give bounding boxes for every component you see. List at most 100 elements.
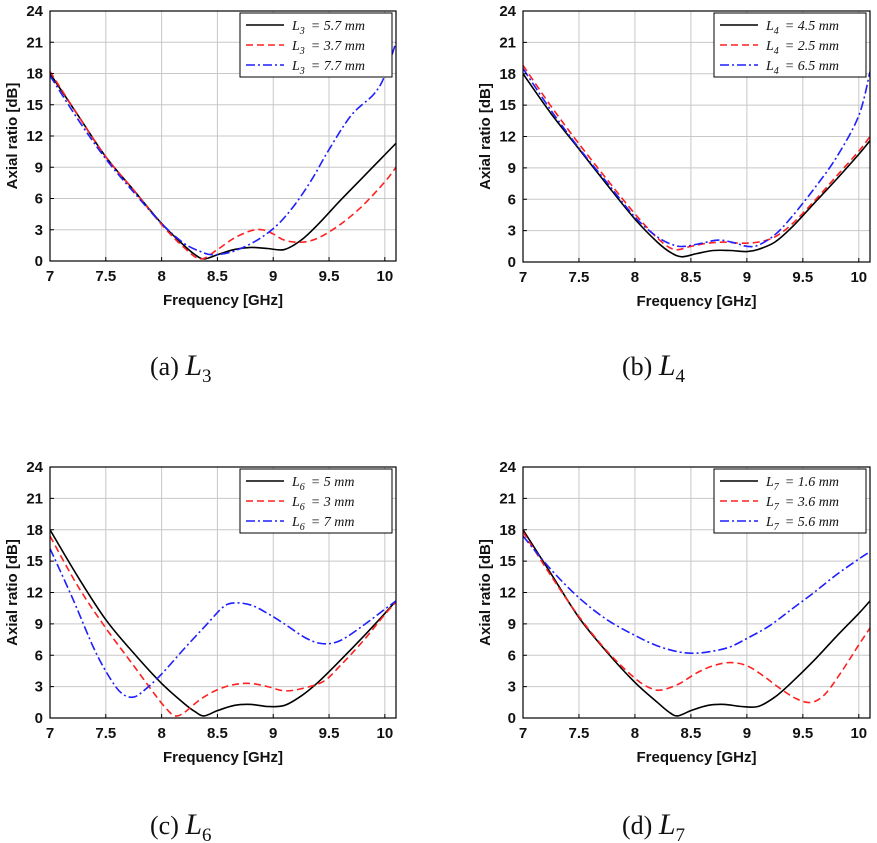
y-tick-label: 0: [35, 710, 43, 727]
x-tick-label: 10: [850, 269, 867, 286]
x-tick-label: 10: [376, 268, 393, 285]
chart-panel-3: 7 7.5 8 8.5 9 9.5 10 0 3 6 9 12 15 18 21 24 Frequency [G…: [4, 459, 397, 843]
series-line-2: [50, 535, 396, 717]
x-tick-label: 10: [376, 725, 393, 742]
y-tick-label: 3: [508, 679, 516, 696]
x-axis-label: Frequency [GHz]: [163, 749, 283, 766]
x-tick-label: 9: [743, 725, 751, 742]
legend: L4 = 4.5 mm L4 = 2.5 mm L4 = 6.5 mm: [713, 12, 867, 78]
legend: L7 = 1.6 mm L7 = 3.6 mm L7 = 5.6 mm: [713, 468, 867, 534]
y-tick-label: 15: [26, 553, 43, 570]
legend-entry-3: L4 = 6.5 mm: [765, 59, 839, 77]
y-tick-label: 18: [26, 66, 43, 83]
x-tick-label: 7: [46, 268, 54, 285]
y-tick-label: 21: [499, 34, 516, 51]
x-tick-label: 7.5: [95, 268, 116, 285]
series-line-2: [523, 531, 870, 704]
y-tick-label: 9: [35, 159, 43, 176]
x-tick-label: 7.5: [569, 269, 590, 286]
x-tick-label: 8: [157, 268, 165, 285]
series-line-2: [50, 70, 396, 260]
y-tick-label: 9: [508, 616, 516, 633]
x-tick-label: 9: [743, 269, 751, 286]
series-group: [50, 529, 396, 717]
legend-entry-2: L7 = 3.6 mm: [765, 495, 839, 513]
legend-entry-3: L3 = 7.7 mm: [291, 59, 365, 77]
panel-caption: (b) L4: [622, 349, 686, 387]
y-tick-label: 24: [499, 3, 516, 20]
x-tick-label: 9.5: [792, 725, 813, 742]
series-line-3: [50, 548, 396, 699]
x-tick-label: 7.5: [95, 725, 116, 742]
x-tick-label: 8: [631, 269, 639, 286]
y-axis-label: Axial ratio [dB]: [477, 539, 494, 646]
y-tick-label: 9: [35, 616, 43, 633]
y-axis-label: Axial ratio [dB]: [4, 83, 21, 190]
x-tick-label: 9.5: [319, 268, 340, 285]
panel-caption: (a) L3: [150, 349, 212, 387]
y-tick-label: 0: [508, 710, 516, 727]
legend: L3 = 5.7 mm L3 = 3.7 mm L3 = 7.7 mm: [239, 12, 393, 78]
y-tick-label: 0: [508, 254, 516, 271]
legend-entry-3: L7 = 5.6 mm: [765, 515, 839, 533]
x-tick-label: 9: [269, 725, 277, 742]
y-tick-label: 6: [35, 647, 43, 664]
legend-entry-2: L4 = 2.5 mm: [765, 39, 839, 57]
x-tick-label: 7: [46, 725, 54, 742]
x-tick-label: 10: [850, 725, 867, 742]
legend-entry-1: L3 = 5.7 mm: [291, 19, 365, 37]
y-tick-label: 15: [26, 97, 43, 114]
y-tick-label: 3: [35, 679, 43, 696]
y-tick-label: 6: [508, 647, 516, 664]
y-tick-label: 3: [35, 222, 43, 239]
legend-entry-3: L6 = 7 mm: [291, 515, 354, 533]
y-tick-label: 21: [499, 490, 516, 507]
x-tick-label: 8.5: [207, 725, 228, 742]
x-axis-label: Frequency [GHz]: [636, 749, 756, 766]
y-tick-label: 12: [26, 585, 43, 602]
legend-entry-1: L7 = 1.6 mm: [765, 475, 839, 493]
legend-entry-1: L6 = 5 mm: [291, 475, 354, 493]
x-tick-label: 8.5: [207, 268, 228, 285]
x-tick-label: 8.5: [680, 725, 701, 742]
x-tick-label: 7: [519, 725, 527, 742]
legend-box: [239, 468, 393, 534]
series-line-3: [523, 535, 870, 655]
x-tick-label: 7.5: [569, 725, 590, 742]
y-tick-label: 12: [499, 585, 516, 602]
x-tick-label: 9.5: [319, 725, 340, 742]
series-line-3: [50, 41, 396, 256]
series-line-1: [523, 73, 870, 258]
chart-panel-1: 7 7.5 8 8.5 9 9.5 10 0 3 6 9 12 15 18 21 24 Frequency [G…: [4, 3, 397, 387]
panel-caption: (c) L6: [150, 808, 212, 843]
series-line-3: [523, 68, 870, 248]
chart-panel-2: 7 7.5 8 8.5 9 9.5 10 0 3 6 9 12 15 18 21 24 Frequency [G…: [477, 3, 871, 387]
x-tick-label: 8.5: [680, 269, 701, 286]
legend-box: [239, 12, 393, 78]
legend-entry-1: L4 = 4.5 mm: [765, 19, 839, 37]
series-group: [50, 41, 396, 260]
legend-entry-2: L3 = 3.7 mm: [291, 39, 365, 57]
x-tick-label: 9: [269, 268, 277, 285]
series-line-1: [50, 529, 396, 717]
x-tick-label: 9.5: [792, 269, 813, 286]
y-tick-label: 6: [35, 191, 43, 208]
x-tick-label: 8: [631, 725, 639, 742]
y-axis-label: Axial ratio [dB]: [4, 539, 21, 646]
y-axis-label: Axial ratio [dB]: [477, 83, 494, 190]
legend: L6 = 5 mm L6 = 3 mm L6 = 7 mm: [239, 468, 393, 534]
y-tick-label: 18: [499, 522, 516, 539]
x-axis-label: Frequency [GHz]: [636, 293, 756, 310]
x-axis-label: Frequency [GHz]: [163, 292, 283, 309]
series-group: [523, 529, 870, 717]
series-line-1: [523, 529, 870, 717]
y-tick-label: 18: [26, 522, 43, 539]
y-tick-label: 21: [26, 490, 43, 507]
legend-entry-2: L6 = 3 mm: [291, 495, 354, 513]
series-group: [523, 64, 870, 258]
series-line-2: [523, 64, 870, 251]
legend-box: [713, 468, 867, 534]
x-tick-label: 8: [157, 725, 165, 742]
y-tick-label: 3: [508, 223, 516, 240]
